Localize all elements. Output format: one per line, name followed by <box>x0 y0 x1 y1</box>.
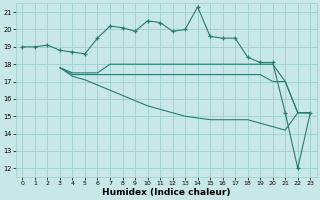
X-axis label: Humidex (Indice chaleur): Humidex (Indice chaleur) <box>102 188 231 197</box>
